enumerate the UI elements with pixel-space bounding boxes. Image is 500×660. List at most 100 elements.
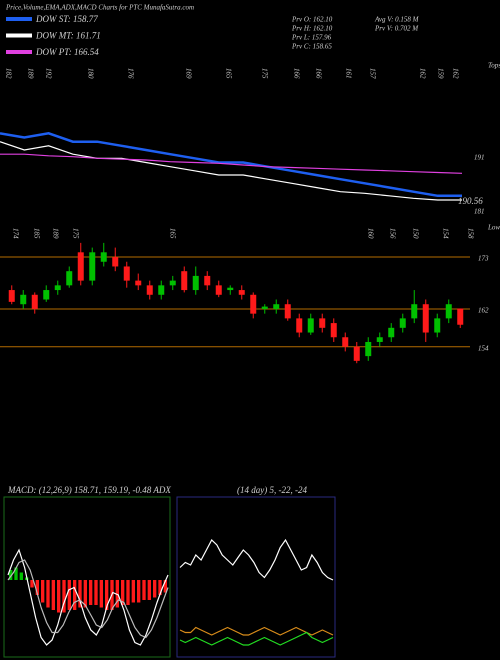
- histogram-bar: [30, 580, 34, 588]
- series-line: [0, 153, 463, 174]
- candle-body: [181, 271, 188, 291]
- legend-swatch: [6, 33, 32, 38]
- panel-title: MACD: (12,26,9) 158.71, 159.19, -0.48 AD…: [7, 485, 171, 495]
- candle-body: [135, 280, 142, 286]
- macd-frame: [3, 496, 171, 658]
- histogram-bar: [89, 580, 93, 605]
- legend-label: DOW ST: 158.77: [35, 14, 98, 24]
- candle-body: [100, 252, 107, 262]
- top-label: 182: [4, 68, 12, 79]
- candle-body: [158, 285, 165, 295]
- histogram-bar: [158, 580, 162, 595]
- candle-body: [273, 304, 280, 309]
- histogram-bar: [14, 567, 18, 580]
- histogram-bar: [51, 580, 55, 610]
- top-label: 161: [344, 68, 352, 79]
- histogram-bar: [94, 580, 98, 605]
- panel-title: (14 day) 5, -22, -24: [237, 485, 307, 495]
- top-label: 159: [436, 68, 444, 79]
- candle-body: [365, 341, 372, 357]
- histogram-bar: [19, 572, 23, 580]
- top-label: 162: [418, 68, 426, 79]
- top-label: 157: [368, 68, 376, 79]
- candle-body: [227, 287, 234, 291]
- candle-body: [250, 294, 257, 314]
- adx-frame: [176, 496, 336, 658]
- top-label: 162: [451, 68, 459, 79]
- histogram-bar: [115, 580, 119, 608]
- info: Prv V: 0.702 M: [374, 25, 419, 33]
- series-line: [0, 132, 462, 198]
- info: Avg V: 0.158 M: [374, 16, 420, 24]
- low-label: 154: [441, 228, 449, 239]
- annotation: 190.56: [458, 196, 483, 206]
- lows-label: Lows: [487, 224, 500, 232]
- histogram-bar: [137, 580, 141, 603]
- tops-label: Tops: [488, 62, 500, 70]
- histogram-bar: [67, 580, 71, 610]
- low-label: 165: [168, 228, 176, 239]
- series-line: [179, 631, 334, 646]
- legend-swatch: [6, 17, 32, 21]
- candle-body: [261, 306, 268, 309]
- histogram-bar: [99, 580, 103, 608]
- low-label: 158: [466, 228, 474, 239]
- candle-body: [146, 285, 153, 295]
- histogram-bar: [46, 580, 50, 608]
- low-label: 156: [388, 228, 396, 239]
- candle-body: [8, 290, 15, 302]
- top-label: 176: [126, 68, 134, 79]
- low-label: 150: [411, 228, 419, 239]
- candle-body: [411, 304, 418, 319]
- candle-body: [319, 318, 326, 328]
- top-label: 166: [314, 68, 322, 79]
- candle-body: [330, 323, 337, 338]
- top-label: 166: [292, 68, 300, 79]
- candle-body: [238, 290, 245, 295]
- candle-body: [215, 285, 222, 295]
- top-label: 192: [44, 68, 52, 79]
- legend-label: DOW PT: 166.54: [35, 47, 99, 57]
- candle-body: [388, 327, 395, 338]
- low-label: 189: [51, 228, 59, 239]
- histogram-bar: [62, 580, 66, 613]
- series-line: [7, 559, 169, 639]
- page-title: Price,Volume,EMA,ADX,MACD Charts for PTC…: [5, 4, 194, 12]
- histogram-bar: [153, 580, 157, 598]
- candle-body: [296, 318, 303, 333]
- candle-body: [399, 318, 406, 328]
- histogram-bar: [131, 580, 135, 603]
- legend-label: DOW MT: 161.71: [35, 31, 101, 41]
- histogram-bar: [35, 580, 39, 595]
- level-label: 154: [478, 344, 489, 352]
- candle-body: [342, 337, 349, 347]
- candle-body: [376, 337, 383, 342]
- legend-swatch: [6, 50, 32, 54]
- histogram-bar: [121, 580, 125, 605]
- candle-body: [457, 308, 464, 325]
- top-label: 189: [26, 68, 34, 79]
- top-label: 180: [86, 68, 94, 79]
- low-label: 160: [366, 228, 374, 239]
- candle-body: [307, 318, 314, 333]
- candle-body: [31, 294, 38, 309]
- level-label: 173: [478, 255, 489, 263]
- candle-body: [169, 280, 176, 286]
- candle-body: [353, 346, 360, 361]
- histogram-bar: [142, 580, 146, 600]
- candle-body: [112, 257, 119, 267]
- low-label: 174: [11, 228, 19, 239]
- candle-body: [192, 275, 199, 291]
- candle-body: [434, 318, 441, 333]
- annotation: 181: [474, 208, 485, 216]
- low-label: 175: [71, 228, 79, 239]
- series-line: [7, 548, 169, 646]
- candle-body: [20, 294, 27, 305]
- histogram-bar: [78, 580, 82, 608]
- histogram-bar: [126, 580, 130, 605]
- histogram-bar: [83, 580, 87, 608]
- histogram-bar: [105, 580, 109, 610]
- candle-body: [123, 266, 130, 281]
